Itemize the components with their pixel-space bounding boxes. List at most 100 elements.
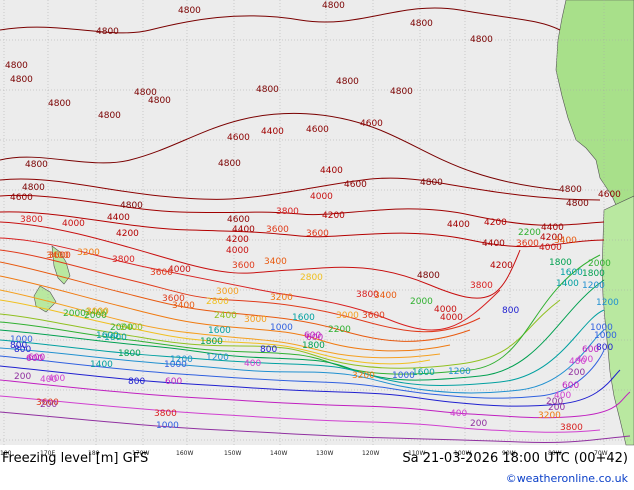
isoline-3600 (0, 249, 481, 333)
contour-label: 400 (576, 355, 593, 365)
contour-label: 600 (582, 345, 599, 355)
contour-label: 3000 (244, 315, 267, 325)
contour-label: 4800 (134, 88, 157, 98)
isoline-200 (0, 411, 631, 444)
contour-label: 3800 (20, 215, 43, 225)
contour-label: 4800 (470, 35, 493, 45)
contour-label: 1600 (96, 331, 119, 341)
contour-label: 2200 (328, 325, 351, 335)
contour-label: 4800 (256, 85, 279, 95)
contour-label: 1800 (118, 349, 141, 359)
isoline-3400 (0, 261, 471, 342)
contour-label: 600 (26, 354, 43, 364)
isoline-600 (0, 379, 631, 419)
contour-label: 4600 (10, 193, 33, 203)
contour-label: 3200 (270, 293, 293, 303)
contour-label: 4800 (25, 160, 48, 170)
contour-label: 4800 (48, 99, 71, 109)
isoline-4800 (0, 7, 561, 34)
contour-label: 600 (562, 381, 579, 391)
contour-label: 4000 (226, 246, 249, 256)
contour-label: 1200 (206, 353, 229, 363)
contour-label: 4800 (10, 75, 33, 85)
contour-label: 3600 (516, 239, 539, 249)
contour-label: 3600 (232, 261, 255, 271)
contour-label: 2000 (63, 309, 86, 319)
contour-label: 3200 (538, 411, 561, 421)
contour-label: 3000 (336, 311, 359, 321)
contour-label: 4400 (320, 166, 343, 176)
contour-label: 1800 (582, 269, 605, 279)
contour-label: 3400 (172, 301, 195, 311)
isoline-3200 (0, 275, 451, 352)
contour-label: 1200 (448, 367, 471, 377)
isoline-4600 (0, 177, 601, 201)
contour-label: 3600 (306, 229, 329, 239)
contour-label: 800 (128, 377, 145, 387)
contour-labels: 4800 4800 4800 4800 4800 4800 4800 4800 … (5, 1, 621, 433)
contour-label: 4000 (434, 305, 457, 315)
contour-label: 4800 (417, 271, 440, 281)
contour-label: 400 (450, 409, 467, 419)
isoline-1800 (0, 279, 605, 381)
contour-label: 800 (14, 345, 31, 355)
contour-label: 200 (548, 403, 565, 413)
contour-label: 2000 (410, 297, 433, 307)
contour-label: 600 (306, 333, 323, 343)
contour-label: 4000 (168, 265, 191, 275)
contour-label: 3000 (86, 307, 109, 317)
contour-label: 1200 (596, 298, 619, 308)
contour-label: 3200 (77, 248, 100, 258)
contour-label: 3800 (470, 281, 493, 291)
contour-label: 2200 (518, 228, 541, 238)
site-credit[interactable]: ©weatheronline.co.uk (505, 472, 628, 485)
contour-label: 2000 (110, 323, 133, 333)
contour-label: 4800 (120, 201, 143, 211)
contour-label: 1600 (560, 268, 583, 278)
longitude-tick: 150W (224, 450, 241, 457)
contour-label: 1000 (392, 371, 415, 381)
contour-label: 2000 (588, 259, 611, 269)
contour-label: 4000 (440, 313, 463, 323)
isoline-4000 (0, 221, 521, 299)
longitude-tick: 90W (502, 450, 516, 457)
contour-label: 4800 (218, 159, 241, 169)
contour-label: 4400 (107, 213, 130, 223)
contour-label: 4200 (322, 211, 345, 221)
longitude-tick: 160W (176, 450, 193, 457)
longitude-tick: 120W (362, 450, 379, 457)
contour-label: 4600 (227, 133, 250, 143)
isoline-1600 (0, 309, 605, 386)
longitude-tick: 170W (132, 450, 149, 457)
contour-label: 4800 (98, 111, 121, 121)
contour-label: 4800 (96, 27, 119, 37)
contour-label: 4200 (490, 261, 513, 271)
longitude-tick: 180 (0, 450, 12, 457)
contour-label: 1600 (412, 368, 435, 378)
contour-label: 1000 (156, 421, 179, 431)
contour-label: 3600 (150, 268, 173, 278)
contour-label: 800 (502, 306, 519, 316)
contour-label: 800 (260, 345, 277, 355)
contour-label: 4800 (420, 178, 443, 188)
contour-label: 3400 (374, 291, 397, 301)
map-title: Freezing level [m] GFS (2, 451, 149, 466)
contour-label: 200 (546, 397, 563, 407)
contour-label: 1000 (270, 323, 293, 333)
contour-label: 4800 (22, 183, 45, 193)
contour-label: 800 (10, 341, 27, 351)
contour-label: 4600 (360, 119, 383, 129)
contour-label: 800 (596, 343, 613, 353)
ocean-background (0, 0, 634, 445)
contour-label: 3600 (266, 225, 289, 235)
contour-label: 1200 (170, 355, 193, 365)
contour-label: 400 (40, 375, 57, 385)
contour-label: 2800 (206, 297, 229, 307)
contour-label: 3400 (554, 236, 577, 246)
contour-label: 400 (554, 391, 571, 401)
contour-label: 3000 (216, 287, 239, 297)
contour-label: 4200 (226, 235, 249, 245)
contour-label: 4800 (559, 185, 582, 195)
contour-label: 4800 (178, 6, 201, 16)
contour-label: 200 (568, 368, 585, 378)
